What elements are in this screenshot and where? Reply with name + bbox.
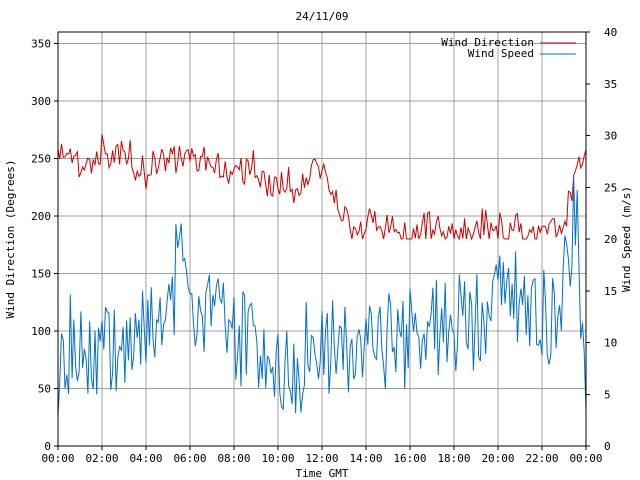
axes: 00:00 02:00 04:00 06:00 08:00 10:00 12:00 14:00… [31,26,617,465]
y-right-tick-label: 20 [604,233,617,246]
x-tick-label: 22:00 [525,452,558,465]
y-left-tick-label: 250 [31,153,51,166]
y-right-tick-label: 5 [604,388,611,401]
y-right-tick-label: 40 [604,26,617,39]
y-right-tick-label: 25 [604,181,617,194]
x-tick-label: 14:00 [349,452,382,465]
x-tick-label: 04:00 [129,452,162,465]
series-layer [57,134,587,417]
y-right-tick-label: 0 [604,440,611,453]
x-tick-label: 16:00 [393,452,426,465]
legend: Wind Direction Wind Speed [441,36,576,60]
y-left-tick-label: 200 [31,210,51,223]
y-left-tick-label: 350 [31,38,51,51]
x-tick-label: 06:00 [173,452,206,465]
x-tick-label: 00:00 [41,452,74,465]
legend-label-wind-speed: Wind Speed [468,47,534,60]
x-tick-label: 12:00 [305,452,338,465]
y-axis-right-label: Wind Speed (m/s) [620,186,633,292]
series-line-wind-direction [57,134,587,241]
x-tick-label: 18:00 [437,452,470,465]
y-right-tick-label: 10 [604,337,617,350]
chart-title: 24/11/09 [296,10,349,23]
y-left-tick-label: 150 [31,268,51,281]
series-line-wind-speed [57,176,587,417]
x-tick-label: 10:00 [261,452,294,465]
y-right-tick-label: 30 [604,130,617,143]
y-left-tick-label: 50 [38,383,51,396]
y-right-tick-label: 35 [604,78,617,91]
x-tick-label: 08:00 [217,452,250,465]
y-left-tick-label: 0 [44,440,51,453]
y-right-tick-label: 15 [604,285,617,298]
y-axis-left-label: Wind Direction (Degrees) [4,160,17,319]
y-left-tick-label: 100 [31,325,51,338]
x-axis-label: Time GMT [296,467,349,480]
x-tick-label: 00:00 [569,452,602,465]
legend-label-wind-direction: Wind Direction [441,36,534,49]
x-tick-label: 02:00 [85,452,118,465]
x-tick-label: 20:00 [481,452,514,465]
y-left-tick-label: 300 [31,95,51,108]
